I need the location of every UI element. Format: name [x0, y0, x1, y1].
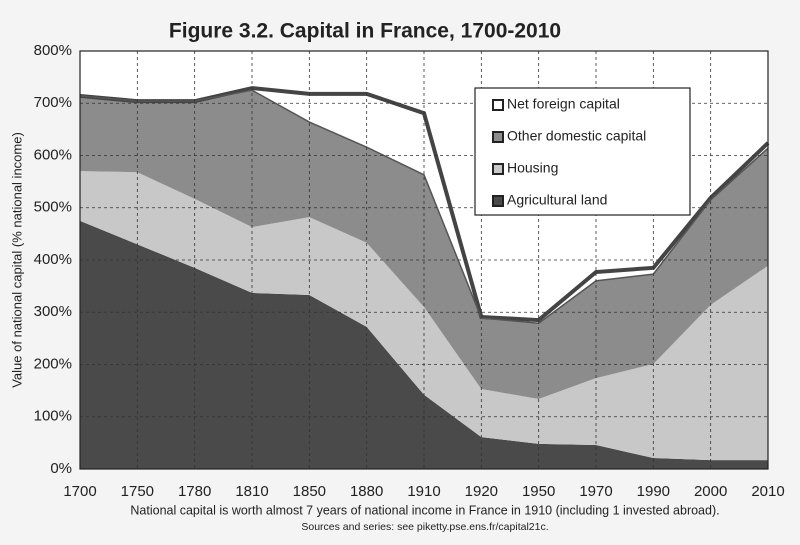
- x-tick-label: 1780: [178, 483, 211, 500]
- x-tick-label: 1850: [293, 483, 326, 500]
- y-tick-label: 800%: [34, 42, 72, 59]
- x-tick-label: 1880: [350, 483, 383, 500]
- y-tick-label: 300%: [34, 303, 72, 320]
- legend-swatch: [492, 195, 504, 207]
- legend-swatch: [492, 131, 504, 143]
- y-tick-label: 600%: [34, 146, 72, 163]
- y-tick-label: 0%: [50, 460, 72, 477]
- legend-label: Housing: [507, 160, 558, 176]
- legend-box: [474, 87, 691, 216]
- legend-label: Net foreign capital: [507, 96, 620, 112]
- x-tick-label: 1970: [579, 483, 612, 500]
- caption: National capital is worth almost 7 years…: [130, 503, 719, 517]
- x-tick-label: 1950: [522, 483, 555, 500]
- y-tick-label: 400%: [34, 251, 72, 268]
- x-tick-label: 1920: [465, 483, 498, 500]
- legend-swatch: [492, 99, 504, 111]
- legend-label: Other domestic capital: [507, 128, 646, 144]
- legend-swatch: [492, 163, 504, 175]
- x-tick-label: 2000: [694, 483, 727, 500]
- x-tick-label: 1750: [121, 483, 154, 500]
- x-tick-label: 1910: [407, 483, 440, 500]
- x-tick-label: 2010: [751, 483, 784, 500]
- x-tick-label: 1700: [63, 483, 96, 500]
- x-tick-label: 1810: [235, 483, 268, 500]
- plot-border: [79, 50, 769, 470]
- y-tick-label: 200%: [34, 355, 72, 372]
- chart-title: Figure 3.2. Capital in France, 1700-2010: [169, 20, 561, 43]
- x-tick-label: 1990: [637, 483, 670, 500]
- y-tick-label: 500%: [34, 199, 72, 216]
- y-axis-label: Value of national capital (% national in…: [9, 132, 24, 388]
- legend-label: Agricultural land: [507, 192, 607, 208]
- y-tick-label: 700%: [34, 94, 72, 111]
- y-tick-label: 100%: [34, 408, 72, 425]
- source: Sources and series: see piketty.pse.ens.…: [301, 521, 548, 533]
